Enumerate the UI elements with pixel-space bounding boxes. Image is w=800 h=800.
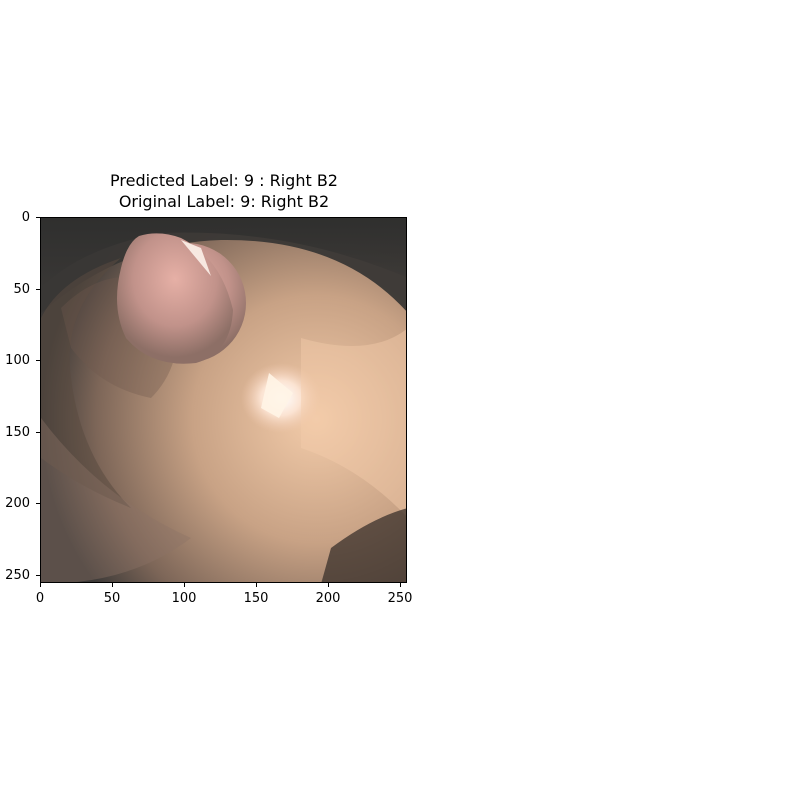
x-tick (328, 583, 329, 587)
y-tick (36, 289, 40, 290)
y-tick (36, 217, 40, 218)
x-tick (400, 583, 401, 587)
image-axes (40, 217, 407, 583)
original-label-title: Original Label: 9: Right B2 (118, 192, 330, 211)
x-tick (40, 583, 41, 587)
y-tick-label: 250 (5, 568, 30, 583)
y-tick-label: 200 (5, 496, 30, 511)
x-tick-label: 100 (171, 591, 197, 606)
x-tick (184, 583, 185, 587)
y-tick (36, 432, 40, 433)
predicted-label-title: Predicted Label: 9 : Right B2 (110, 171, 338, 190)
y-tick (36, 575, 40, 576)
y-tick-label: 100 (5, 353, 30, 368)
y-tick (36, 503, 40, 504)
x-tick-label: 150 (243, 591, 269, 606)
y-tick (36, 360, 40, 361)
x-tick-label: 50 (103, 591, 121, 606)
y-tick-label: 150 (5, 425, 30, 440)
x-tick-label: 200 (315, 591, 341, 606)
y-tick-label: 0 (21, 210, 30, 225)
x-tick-label: 250 (387, 591, 413, 606)
x-tick (256, 583, 257, 587)
x-tick-label: 0 (35, 591, 45, 606)
endoscopy-image (41, 218, 406, 582)
x-tick (112, 583, 113, 587)
y-tick-label: 50 (13, 282, 30, 297)
